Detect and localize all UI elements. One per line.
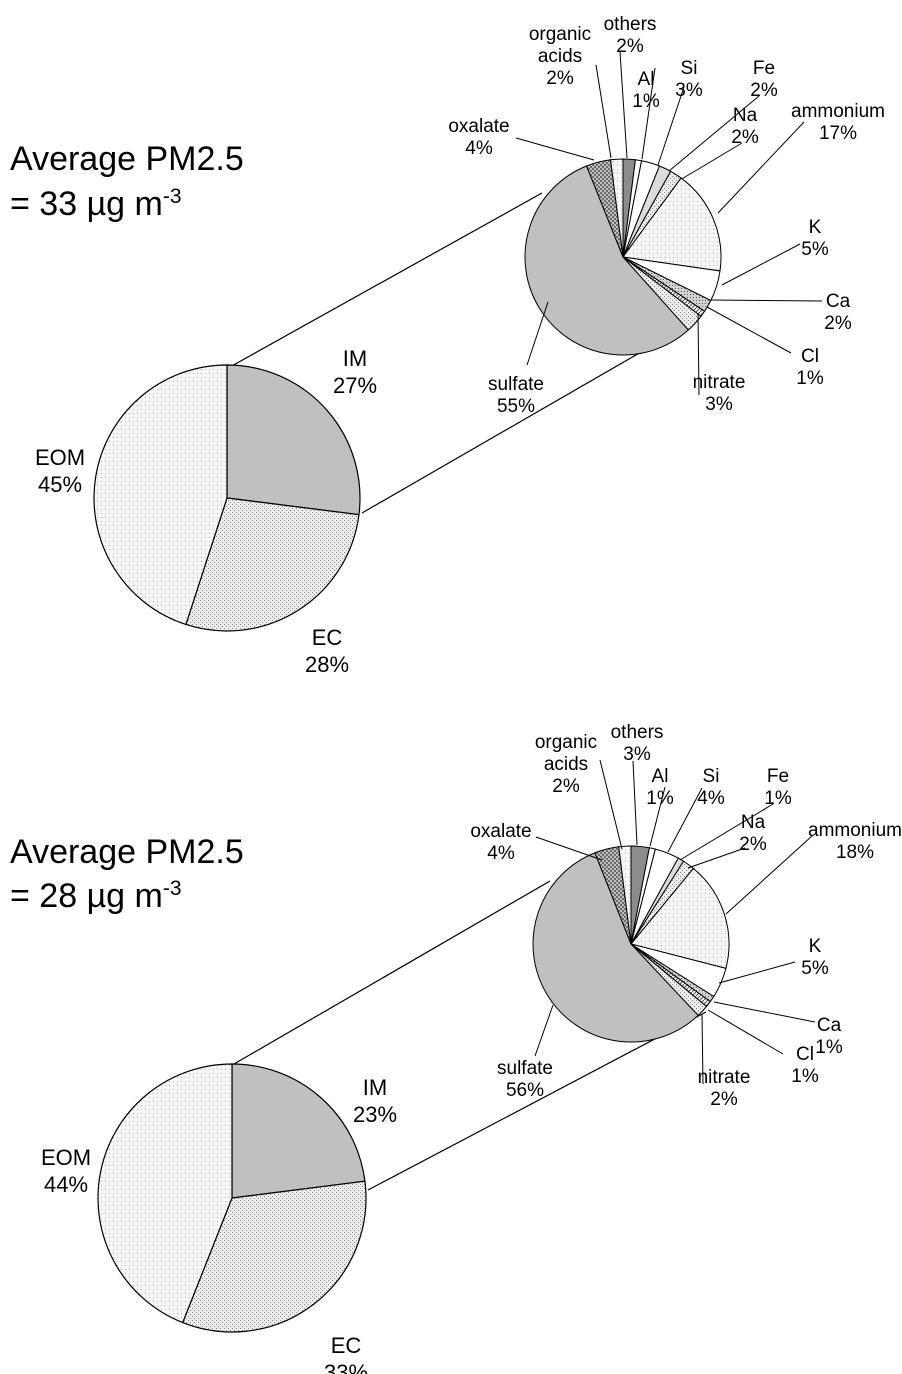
leader-line-ammonium (725, 835, 813, 915)
breakdown-label-al: Al 1% (632, 69, 660, 112)
main-slice-im (226, 364, 361, 516)
leader-line-na (679, 142, 743, 181)
leader-line-others (619, 51, 628, 159)
breakdown-label-cl: Cl 1% (791, 1044, 819, 1087)
breakdown-label-na: Na 2% (731, 105, 759, 148)
leader-line-sulfate (526, 301, 549, 366)
main-slice-ec (185, 497, 360, 632)
leader-line-sulfate (534, 1004, 554, 1057)
leader-line-organic-acids (599, 759, 623, 850)
breakdown-slice-organic-acids (618, 845, 632, 945)
breakdown-label-si: Si 4% (697, 766, 725, 809)
leader-line-k (721, 243, 801, 286)
connector-line-2 (367, 1011, 707, 1191)
breakdown-label-fe: Fe 2% (750, 58, 778, 101)
main-slice-eom (93, 364, 228, 626)
leader-line-oxalate (515, 137, 595, 161)
chart-title-line2: = 33 µg m-3 (10, 185, 182, 223)
breakdown-label-si: Si 3% (675, 58, 703, 101)
breakdown-label-k: K 5% (801, 217, 829, 260)
breakdown-label-na: Na 2% (739, 812, 767, 855)
breakdown-label-ca: Ca 1% (815, 1015, 843, 1058)
leader-line-al (649, 786, 666, 847)
breakdown-label-nitrate: nitrate 3% (693, 372, 746, 415)
charts-layer: Average PM2.5 = 33 µg m-3 IM 27% EC 28% EOM 45%… (10, 14, 902, 1374)
breakdown-label-fe: Fe 1% (764, 766, 792, 809)
main-slice-eom (97, 1063, 233, 1324)
breakdown-label-k: K 5% (801, 936, 829, 979)
breakdown-label-organic-acids: organic acids 2% (535, 732, 597, 797)
breakdown-label-ammonium: ammonium 18% (808, 820, 902, 863)
chart-title-line1: Average PM2.5 (10, 140, 244, 178)
leader-line-oxalate (535, 836, 603, 861)
breakdown-label-ammonium: ammonium 17% (791, 101, 885, 144)
main-label-im: IM 23% (353, 1075, 397, 1127)
breakdown-label-oxalate: oxalate 4% (470, 821, 531, 864)
main-label-ec: EC 28% (305, 625, 349, 677)
leader-line-nitrate (697, 312, 700, 396)
breakdown-label-sulfate: sulfate 56% (497, 1058, 553, 1101)
main-slice-ec (181, 1180, 367, 1333)
leader-line-organic-acids (595, 64, 612, 159)
main-label-eom: EOM 44% (41, 1145, 91, 1197)
leader-line-al (641, 67, 656, 160)
leader-line-cl (706, 306, 792, 354)
main-label-ec: EC 33% (324, 1333, 368, 1374)
main-slice-im (231, 1063, 366, 1199)
leader-line-nitrate (701, 1013, 704, 1085)
leader-line-others (632, 760, 638, 846)
leader-line-fe (668, 95, 760, 172)
connector-line-1 (233, 880, 551, 1065)
leader-line-ca (710, 299, 823, 302)
connector-line-1 (229, 192, 543, 368)
main-label-eom: EOM 45% (35, 445, 85, 497)
leader-line-cl (707, 1009, 784, 1055)
breakdown-label-cl: Cl 1% (796, 346, 824, 389)
breakdown-label-oxalate: oxalate 4% (448, 116, 509, 159)
chart-panel-2: Average PM2.5 = 28 µg m-3 (10, 759, 816, 1333)
leader-line-k (718, 961, 796, 984)
breakdown-label-ca: Ca 2% (824, 291, 852, 334)
leader-line-ammonium (717, 121, 805, 214)
breakdown-label-al: Al 1% (646, 766, 674, 809)
breakdown-label-sulfate: sulfate 55% (488, 374, 544, 417)
leader-line-si (657, 86, 685, 166)
breakdown-label-others: others 3% (611, 722, 664, 765)
chart-panel-1: Average PM2.5 = 33 µg m-3 (10, 51, 823, 632)
breakdown-slice-ammonium (630, 867, 730, 969)
breakdown-slice-ammonium (622, 177, 722, 272)
leader-line-ca (713, 1001, 816, 1023)
leader-line-fe (679, 803, 774, 861)
breakdown-slice-organic-acids (610, 158, 624, 258)
main-label-im: IM 27% (333, 346, 377, 398)
breakdown-label-nitrate: nitrate 2% (698, 1067, 751, 1110)
chart-title-line1: Average PM2.5 (10, 833, 244, 871)
leader-line-na (687, 847, 746, 869)
breakdown-slice-sulfate (532, 852, 699, 1043)
leader-line-si (667, 787, 703, 853)
breakdown-slice-sulfate (524, 165, 690, 356)
chart-title-line2: = 28 µg m-3 (10, 877, 182, 915)
breakdown-label-organic-acids: organic acids 2% (529, 24, 591, 89)
breakdown-label-others: others 2% (604, 14, 657, 57)
